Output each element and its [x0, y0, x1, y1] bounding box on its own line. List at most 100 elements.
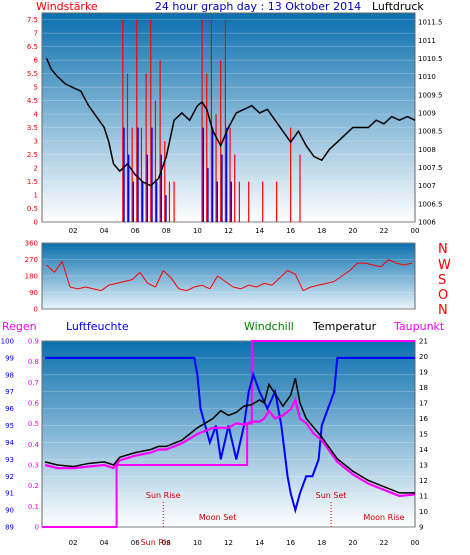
direction-segment: [388, 259, 397, 264]
annotation-label: Moon Rise: [363, 513, 404, 522]
humidity-tick-label: 91: [5, 490, 14, 498]
direction-segment: [380, 259, 389, 268]
rain-tick-label: 0.9: [28, 338, 39, 346]
direction-segment: [294, 273, 304, 291]
time-tick-label: 08: [162, 539, 171, 547]
humidity-line: [45, 356, 415, 514]
temperature-tick-label: 19: [419, 369, 428, 377]
wind-tick-label: 7: [34, 30, 38, 38]
temperature-tick-label: 12: [419, 477, 428, 485]
time-tick-label: 00: [411, 539, 420, 547]
direction-segment: [264, 282, 273, 286]
pressure-tick-label: 1008: [418, 146, 436, 154]
header-regen: Regen: [2, 320, 37, 333]
time-tick-label: 02: [69, 539, 78, 547]
wind-tick-label: 2.5: [27, 151, 38, 159]
direction-segment: [217, 275, 226, 282]
direction-segment: [69, 286, 78, 290]
direction-segment: [349, 262, 358, 271]
direction-segment: [46, 264, 55, 273]
direction-segment: [93, 288, 102, 292]
direction-segment: [240, 284, 249, 290]
direction-segment: [186, 286, 195, 292]
pressure-tick-label: 1011.5: [418, 19, 443, 27]
wind-tick-label: 2: [34, 165, 38, 173]
temperature-tick-label: 16: [419, 415, 428, 423]
temperature-tick-label: 9: [419, 524, 423, 532]
humidity-tick-label: 93: [5, 456, 14, 464]
direction-tick-label: 0: [34, 306, 38, 314]
humidity-tick-label: 94: [5, 439, 14, 447]
time-tick-label: 16: [286, 539, 295, 547]
time-tick-label: 06: [131, 539, 140, 547]
direction-segment: [233, 286, 242, 290]
time-tick-label: 12: [224, 227, 233, 235]
time-tick-label: 00: [411, 227, 420, 235]
direction-segment: [178, 288, 187, 292]
direction-segment: [147, 282, 156, 288]
time-tick-label: 02: [69, 227, 78, 235]
time-tick-label: 22: [379, 539, 388, 547]
direction-segment: [162, 270, 172, 279]
direction-segment: [310, 284, 319, 288]
direction-plot-area: [41, 242, 416, 310]
pressure-tick-label: 1006.5: [418, 200, 443, 208]
wind-tick-label: 4.5: [27, 97, 38, 105]
direction-segment: [61, 261, 71, 288]
time-tick-label: 18: [317, 227, 326, 235]
wind-tick-label: 5.5: [27, 70, 38, 78]
humidity-temp-plot-area: [41, 340, 416, 528]
direction-label-n-bottom: N: [438, 303, 448, 318]
humidity-tick-label: 89: [5, 524, 14, 532]
wind-tick-label: 0.5: [27, 205, 38, 213]
direction-segment: [209, 275, 219, 290]
direction-label-s: S: [438, 273, 446, 288]
temperature-tick-label: 11: [419, 493, 428, 501]
rain-tick-label: 0.4: [28, 441, 40, 449]
direction-segment: [341, 270, 351, 277]
rain-tick-label: 0: [35, 524, 39, 532]
wind-tick-label: 5: [34, 84, 38, 92]
rain-tick-label: 0.1: [28, 503, 39, 511]
direction-label-n-top: N: [438, 242, 448, 257]
pressure-tick-label: 1009.5: [418, 91, 443, 99]
direction-segment: [131, 271, 141, 281]
time-tick-label: 14: [255, 539, 264, 547]
direction-segment: [100, 284, 110, 292]
header-taupunkt: Taupunkt: [393, 320, 445, 333]
direction-segment: [139, 272, 149, 284]
direction-tick-label: 90: [29, 289, 38, 297]
pressure-tick-label: 1009: [418, 109, 436, 117]
time-tick-label: 08: [162, 227, 171, 235]
time-tick-label: 10: [193, 227, 202, 235]
temperature-tick-label: 21: [419, 338, 428, 346]
pressure-tick-label: 1007: [418, 182, 436, 190]
temperature-line: [44, 378, 415, 494]
pressure-tick-label: 1008.5: [418, 128, 443, 136]
temperature-tick-label: 13: [419, 462, 428, 470]
header-windchill: Windchill: [244, 320, 294, 333]
header-title: 24 hour graph day : 13 Oktober 2014: [155, 0, 361, 13]
humidity-tick-label: 97: [5, 388, 14, 396]
pressure-tick-label: 1006: [418, 219, 436, 227]
annotation-label: Moon Set: [199, 513, 236, 522]
temperature-tick-label: 18: [419, 384, 428, 392]
rain-tick-label: 0.8: [28, 358, 39, 366]
direction-segment: [302, 286, 312, 292]
wind-tick-label: 7.5: [27, 16, 38, 24]
direction-segment: [318, 282, 327, 286]
direction-segment: [372, 264, 381, 268]
direction-tick-label: 270: [25, 256, 38, 264]
header-temperatur: Temperatur: [312, 320, 377, 333]
time-tick-label: 22: [379, 227, 388, 235]
time-tick-label: 16: [286, 227, 295, 235]
annotation-label: Sun Rise: [146, 491, 181, 500]
wind-tick-label: 3.5: [27, 124, 38, 132]
pressure-line: [45, 58, 416, 187]
wind-tick-label: 0: [34, 219, 38, 227]
direction-segment: [155, 270, 164, 288]
direction-segment: [54, 261, 63, 273]
pressure-tick-label: 1010.5: [418, 55, 443, 63]
time-tick-label: 20: [348, 227, 357, 235]
